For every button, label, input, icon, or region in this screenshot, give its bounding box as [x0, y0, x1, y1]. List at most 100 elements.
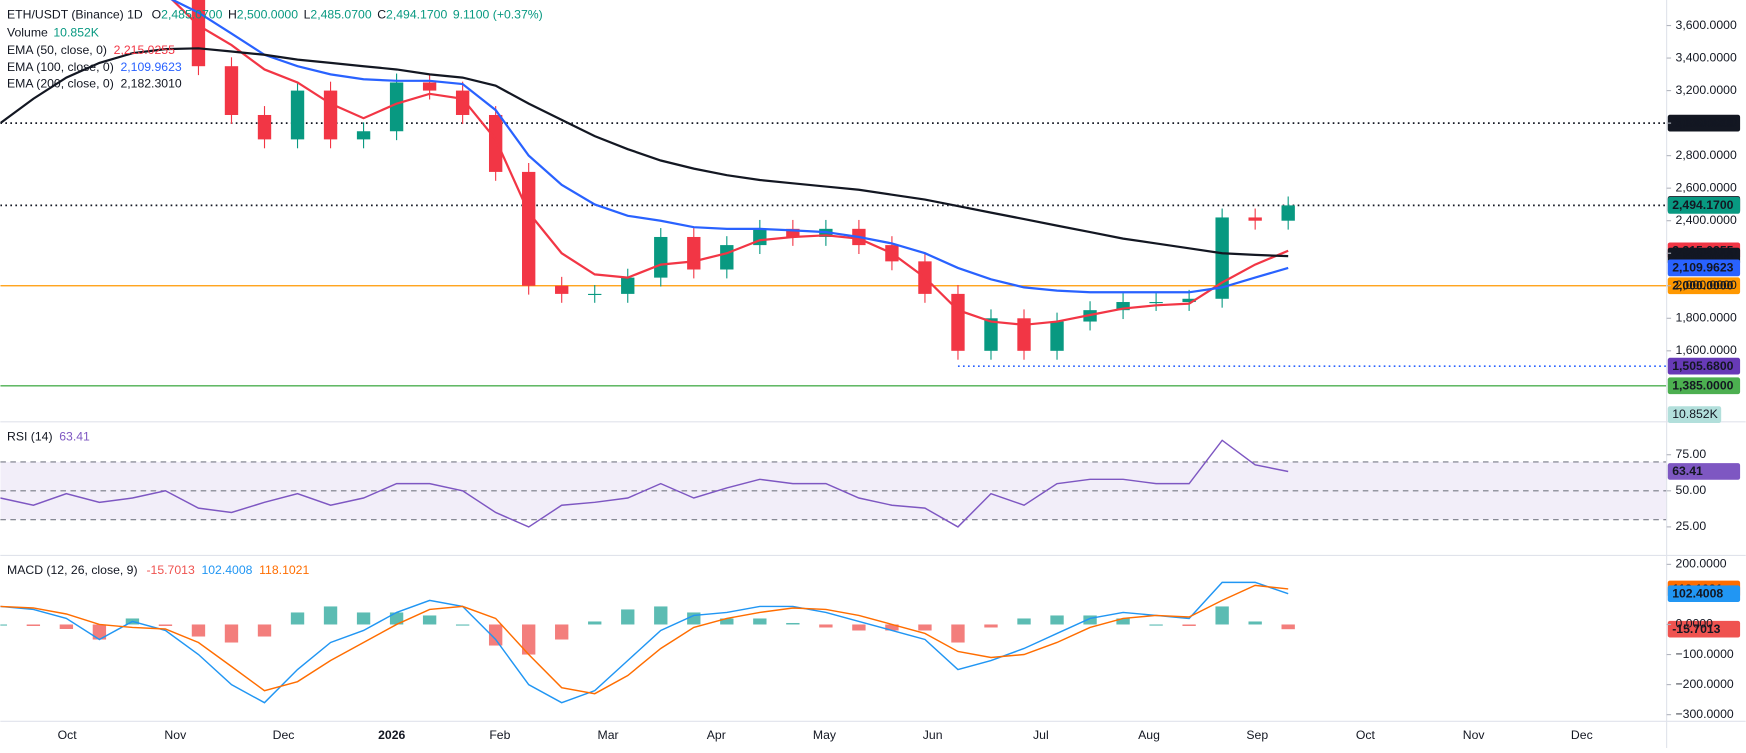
x-tick-label: Dec	[273, 728, 295, 742]
histogram-bar	[59, 624, 74, 629]
histogram-bar	[257, 624, 272, 637]
macd-hist-value: -15.7013	[146, 563, 194, 577]
histogram-bar	[951, 624, 965, 643]
x-tick-label: Oct	[58, 728, 78, 742]
y-tick-label: 75.00	[1676, 447, 1707, 461]
line	[170, 0, 1289, 294]
candle	[1215, 217, 1229, 299]
price-tag-label: 2,182.3010	[1672, 249, 1733, 263]
y-tick-label: 2,200.0000	[1676, 245, 1737, 259]
candle	[786, 228, 800, 237]
price-tag	[1667, 259, 1741, 277]
candle	[984, 318, 998, 351]
candle	[455, 90, 470, 115]
legend-row: RSI (14) 63.41	[7, 430, 90, 444]
candle	[1182, 298, 1196, 303]
price-tag	[1667, 620, 1741, 638]
candle	[422, 82, 437, 91]
interval: 1D	[127, 8, 143, 22]
histogram-bar	[819, 624, 833, 628]
candle	[654, 236, 668, 278]
x-tick-label: Aug	[1138, 728, 1160, 742]
volume-value: 10.852K	[53, 26, 99, 40]
price-tag	[1667, 114, 1741, 132]
histogram-bar	[1182, 624, 1196, 626]
histogram-bar	[422, 615, 437, 625]
y-tick-label: 3,400.0000	[1676, 50, 1737, 64]
price-tag	[1667, 585, 1741, 603]
y-tick-label: 50.00	[1676, 483, 1707, 497]
histogram-bar	[488, 624, 503, 646]
ema-label: EMA (50, close, 0)	[7, 43, 107, 57]
price-tag-label: 63.41	[1672, 464, 1703, 478]
ema-label: EMA (100, close, 0)	[7, 60, 114, 74]
histogram-bar	[389, 612, 404, 625]
x-tick-label: Dec	[1571, 728, 1593, 742]
histogram-bar	[621, 609, 635, 625]
price-tag	[1667, 357, 1741, 375]
pane	[0, 0, 1667, 387]
price-tag	[1667, 197, 1741, 214]
histogram-bar	[885, 624, 899, 631]
legend-row: Volume 10.852K	[7, 26, 100, 40]
histogram-bar	[224, 624, 239, 643]
ema-value: 2,109.9623	[120, 60, 181, 74]
y-tick-label: 3,600.0000	[1676, 18, 1737, 32]
histogram-bar	[555, 624, 569, 640]
y-tick-label: 200.0000	[1676, 557, 1727, 571]
ohlc-value: 2,485.0700	[310, 8, 371, 22]
candle	[1116, 302, 1130, 311]
legend-row: EMA (50, close, 0) 2,215.0255	[7, 43, 175, 57]
line	[0, 47, 1289, 258]
candle	[555, 285, 569, 294]
ema-label: EMA (200, close, 0)	[7, 77, 114, 91]
x-tick-label: Jun	[923, 728, 943, 742]
x-tick-label: Oct	[1356, 728, 1376, 742]
x-tick-label: Apr	[707, 728, 726, 742]
ema-value: 2,215.0255	[114, 43, 175, 57]
y-tick-label: 2,600.0000	[1676, 180, 1737, 194]
histogram-bar	[356, 612, 371, 625]
legend-row: EMA (100, close, 0) 2,109.9623	[7, 60, 182, 74]
x-tick-label: Mar	[598, 728, 619, 742]
legend-row: EMA (200, close, 0) 2,182.3010	[7, 77, 182, 91]
histogram-bar	[786, 622, 800, 625]
ohlc-key: L	[304, 8, 311, 22]
x-tick-label: Jul	[1033, 728, 1049, 742]
macd-value: 102.4008	[201, 563, 252, 577]
ohlc-value: 2,485.0700	[161, 8, 222, 22]
candle	[257, 114, 272, 140]
histogram-bar	[753, 618, 767, 625]
line	[0, 584, 1289, 695]
x-tick-label: Sep	[1246, 728, 1268, 742]
histogram-bar	[1215, 606, 1229, 625]
ohlc: O2,485.0700 H2,500.0000 L2,485.0700 C2,494.…	[152, 8, 448, 22]
histogram-bar	[687, 612, 701, 625]
line	[0, 581, 1289, 704]
histogram-bar	[191, 624, 206, 637]
y-tick-label: 0.0000	[1676, 617, 1714, 631]
signal-value: 118.1021	[259, 563, 309, 577]
ohlc-value: 2,494.1700	[386, 8, 447, 22]
candle	[290, 90, 305, 140]
histogram-bar	[1149, 624, 1163, 626]
histogram-bar	[588, 621, 602, 625]
histogram-bar	[92, 624, 107, 640]
histogram-bar	[1248, 621, 1262, 625]
price-tag-label: 102.4008	[1672, 586, 1723, 600]
ema-value: 2,182.3010	[120, 77, 181, 91]
pane	[0, 439, 1667, 528]
legend-row: ETH/USDT (Binance) 1D O2,485.0700 H2,500.00…	[7, 8, 543, 22]
price-tag-label: 3,000.0000	[1672, 116, 1733, 130]
price-tag	[1667, 463, 1741, 480]
candle	[621, 277, 635, 294]
x-tick-label: Nov	[164, 728, 187, 742]
histogram-bar	[1083, 615, 1097, 625]
y-tick-label: 1,800.0000	[1676, 311, 1737, 325]
y-tick-label: −100.0000	[1676, 647, 1734, 661]
legend: ETH/USDT (Binance) 1D O2,485.0700 H2,500.00…	[7, 8, 543, 577]
candle	[323, 90, 338, 140]
x-tick-label: Feb	[489, 728, 510, 742]
